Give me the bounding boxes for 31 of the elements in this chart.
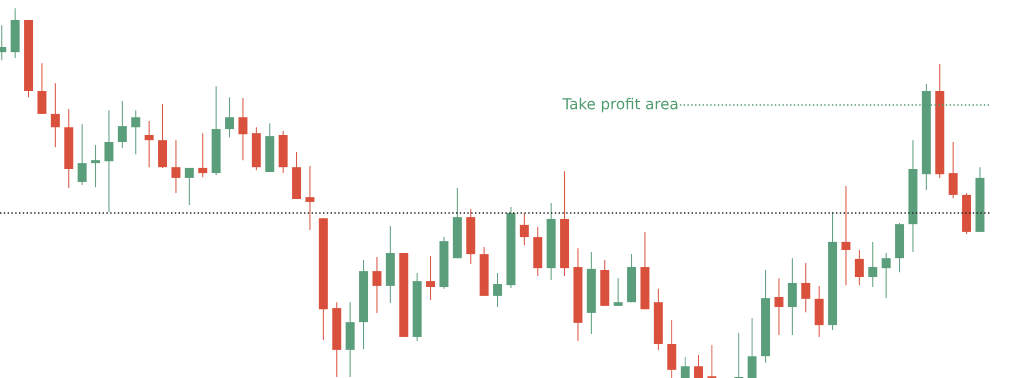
candlestick	[680, 356, 690, 378]
candlestick	[948, 141, 958, 199]
candlestick	[854, 249, 864, 286]
candlestick	[91, 144, 101, 188]
candlestick	[171, 139, 181, 194]
candlestick	[841, 185, 851, 286]
candlestick	[37, 62, 47, 115]
candlestick	[50, 82, 60, 148]
candlestick	[426, 255, 436, 301]
candlestick	[184, 167, 194, 206]
candlestick	[774, 277, 784, 336]
candlestick	[734, 332, 744, 378]
candlestick	[144, 120, 154, 168]
candlestick	[77, 123, 87, 186]
candlestick	[238, 97, 248, 161]
candlestick	[613, 277, 623, 307]
candlestick	[372, 256, 382, 314]
candlestick	[117, 100, 127, 149]
ref-line-label: Take profit area	[562, 97, 678, 113]
candlestick	[519, 212, 529, 246]
candlestick	[131, 109, 141, 155]
candlestick	[104, 109, 114, 213]
candlestick	[868, 241, 878, 288]
candlestick	[707, 344, 717, 378]
candlestick	[305, 165, 315, 231]
candlestick	[694, 354, 704, 378]
candlestick	[801, 262, 811, 313]
candlestick	[225, 96, 235, 138]
candlestick	[493, 272, 503, 308]
candlestick	[198, 132, 208, 178]
candlestick	[881, 252, 891, 299]
